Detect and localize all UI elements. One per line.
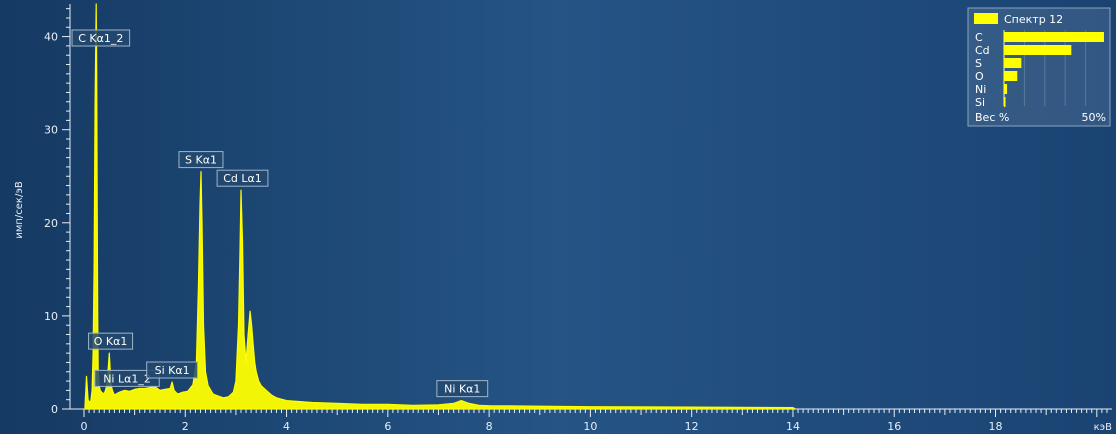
legend-row: C	[975, 31, 1104, 44]
legend-element-label: O	[975, 70, 984, 83]
legend-element-label: Si	[975, 96, 985, 109]
legend-row: Cd	[975, 44, 1072, 57]
peak-label-box	[178, 151, 224, 169]
legend-bar	[1004, 45, 1072, 55]
x-tick-label: 16	[887, 420, 901, 433]
legend-row: O	[975, 70, 1018, 83]
peak-label-text: C Kα1_2	[78, 32, 123, 45]
peak-label: Cd Lα1	[216, 169, 269, 187]
peak-label: S Kα1	[178, 151, 224, 169]
x-tick-label: 12	[685, 420, 699, 433]
legend-xlabel-left: Вес %	[975, 111, 1009, 124]
legend-row: Ni	[975, 83, 1008, 96]
peak-label: Si Kα1	[146, 361, 199, 379]
legend-title: Спектр 12	[1004, 13, 1063, 26]
legend-bar	[1004, 32, 1104, 42]
peak-label-text: Cd Lα1	[223, 172, 262, 185]
legend-bar	[1004, 71, 1018, 81]
y-tick-label: 10	[44, 310, 58, 323]
legend-bar	[1004, 84, 1008, 94]
peak-label-box	[146, 361, 199, 379]
legend-element-label: S	[975, 57, 982, 70]
legend-bar	[1004, 58, 1022, 68]
peak-label-text: S Kα1	[185, 154, 217, 167]
peak-label-text: Si Kα1	[155, 364, 190, 377]
peak-label-text: Ni Lα1_2	[103, 372, 151, 385]
y-tick-label: 20	[44, 217, 58, 230]
peak-label-box	[71, 29, 131, 47]
x-tick-label: 6	[384, 420, 391, 433]
x-tick-label: 8	[486, 420, 493, 433]
legend-row: S	[975, 57, 1022, 70]
peak-label-text: O Kα1	[94, 335, 128, 348]
x-tick-label: 2	[182, 420, 189, 433]
y-tick-label: 0	[51, 403, 58, 416]
peak-label-box	[88, 332, 134, 350]
peak-label-box	[216, 169, 269, 187]
peak-label-text: Ni Kα1	[444, 383, 480, 396]
peak-label: C Kα1_2	[71, 29, 131, 47]
y-tick-label: 30	[44, 124, 58, 137]
x-tick-label: 0	[81, 420, 88, 433]
peak-label: Ni Lα1_2	[94, 369, 160, 387]
legend-xlabel-right: 50%	[1082, 111, 1106, 124]
x-tick-label: 4	[283, 420, 290, 433]
legend-element-label: C	[975, 31, 983, 44]
x-axis-title: кэВ	[1094, 422, 1113, 433]
y-axis-title: имп/сек/эВ	[14, 181, 25, 238]
legend-element-label: Cd	[975, 44, 990, 57]
legend-box	[967, 7, 1111, 127]
x-tick-label: 14	[786, 420, 800, 433]
x-tick-label: 10	[583, 420, 597, 433]
legend-row: Si	[975, 96, 1006, 109]
peak-label: Ni Kα1	[436, 380, 489, 398]
legend-element-label: Ni	[975, 83, 986, 96]
legend-swatch	[974, 13, 998, 24]
legend-bar	[1004, 97, 1006, 107]
peak-label-box	[436, 380, 489, 398]
x-tick-label: 18	[989, 420, 1003, 433]
y-tick-label: 40	[44, 31, 58, 44]
peak-label: O Kα1	[88, 332, 134, 350]
